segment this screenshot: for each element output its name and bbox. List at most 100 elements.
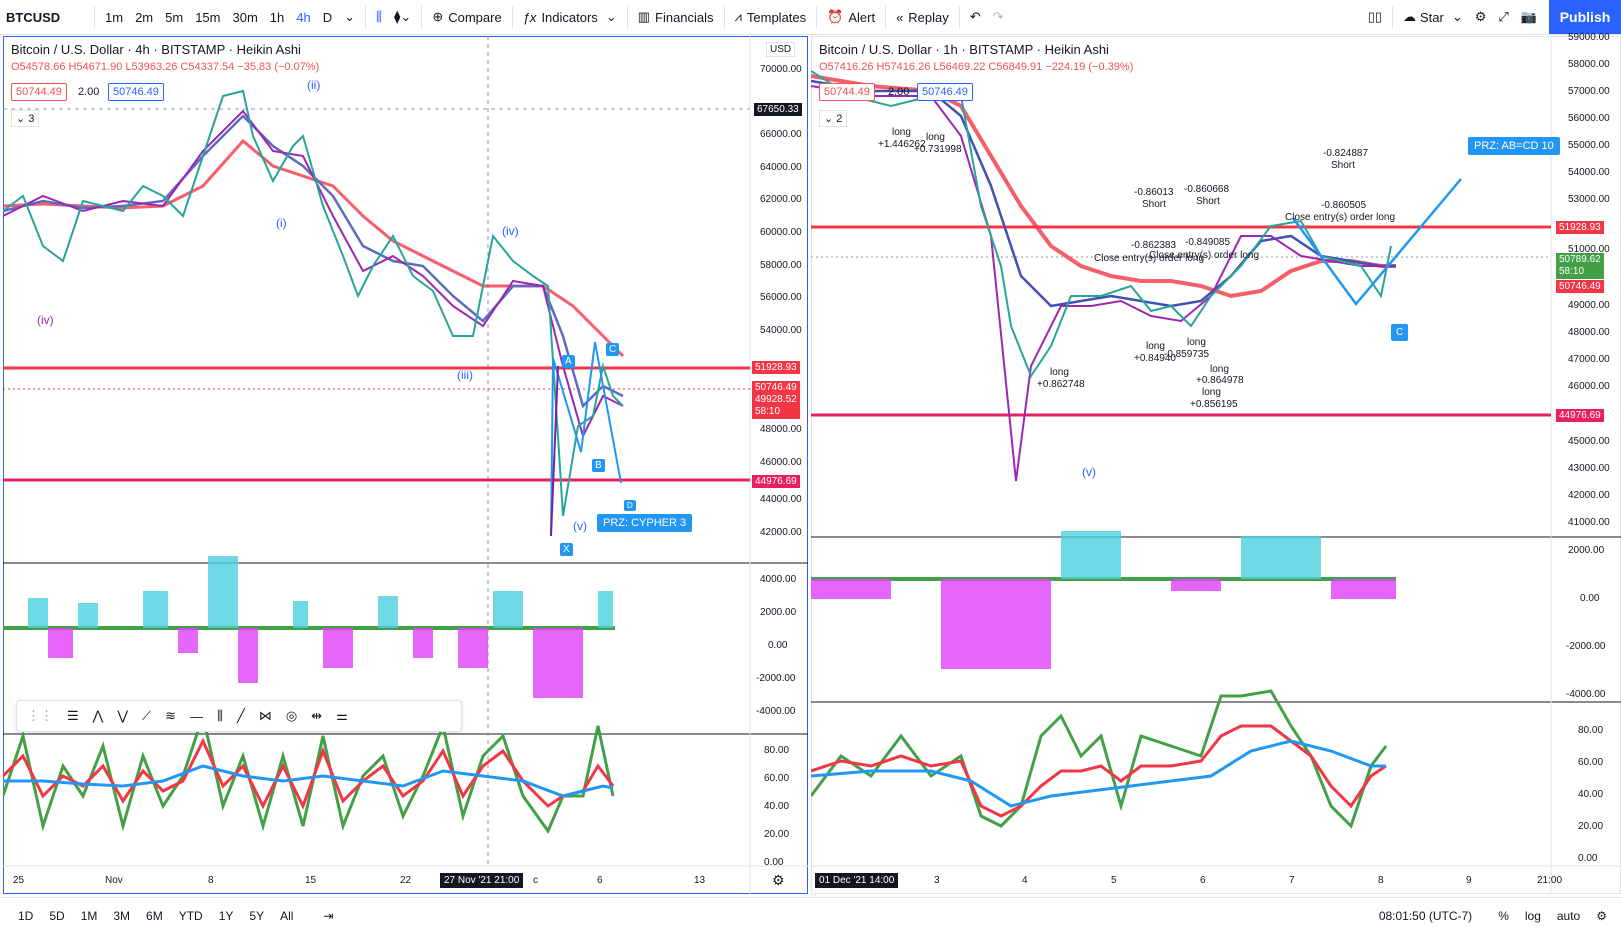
interval-5m[interactable]: 5m xyxy=(165,9,184,25)
gear-icon[interactable]: ⚙ xyxy=(772,872,785,888)
layout-icon[interactable]: ▯▯ xyxy=(1367,9,1382,24)
range-1d[interactable]: 1D xyxy=(18,908,34,923)
point-a-tag[interactable]: A xyxy=(562,355,575,368)
clock[interactable]: 08:01:50 (UTC-7) xyxy=(1378,908,1473,923)
range-1m[interactable]: 1M xyxy=(80,908,98,923)
annotation: +1.446262 xyxy=(878,139,926,150)
wave-pattern-icon[interactable]: ⋁ xyxy=(117,708,128,723)
path-icon[interactable]: ⟋ xyxy=(142,708,152,723)
fullscreen-icon[interactable]: ⤢ xyxy=(1498,9,1509,24)
price-label: 64000.00 xyxy=(760,162,802,173)
camera-icon[interactable]: 📷 xyxy=(1520,9,1537,24)
time-label: 13 xyxy=(694,875,706,886)
ray-icon[interactable]: — xyxy=(190,708,204,724)
ranges-icon[interactable]: ⇹ xyxy=(311,708,323,723)
price-label: 59000.00 xyxy=(1568,32,1610,43)
range-5d[interactable]: 5D xyxy=(49,908,65,923)
left-chart-pane[interactable] xyxy=(3,36,808,894)
log-toggle[interactable]: log xyxy=(1524,908,1541,923)
abcd-pattern[interactable] xyxy=(1291,178,1462,307)
undo-icon[interactable]: ↶ xyxy=(969,9,981,24)
interval-15m[interactable]: 15m xyxy=(195,9,221,25)
trend-line-icon[interactable]: ╱ xyxy=(237,708,245,723)
alert-button[interactable]: ⏰ Alert xyxy=(821,0,881,34)
layout-name-button[interactable]: ☁ Star ⌄ xyxy=(1397,0,1469,34)
wave-label: (v) xyxy=(1082,465,1096,479)
auto-toggle[interactable]: auto xyxy=(1556,908,1581,923)
bar-chart-icon[interactable]: ⫼ xyxy=(376,9,382,24)
left-bid-box[interactable]: 50744.49 xyxy=(11,83,67,101)
abc-pattern-icon[interactable]: ⋀ xyxy=(92,708,104,723)
left-chart-title[interactable]: Bitcoin / U.S. Dollar · 4h · BITSTAMP · … xyxy=(11,42,301,57)
price-path xyxy=(811,70,1392,379)
alert-label: Alert xyxy=(848,9,876,25)
annotation: -0.862383 xyxy=(1131,240,1177,251)
right-chart-title[interactable]: Bitcoin / U.S. Dollar · 1h · BITSTAMP · … xyxy=(819,42,1109,57)
interval-4h[interactable]: 4h xyxy=(296,9,311,25)
range-all[interactable]: All xyxy=(280,908,294,923)
indicators-button[interactable]: ƒx Indicators ⌄ xyxy=(517,0,623,34)
currency-label[interactable]: USD xyxy=(766,42,796,57)
left-chart-svg[interactable] xyxy=(3,36,808,894)
range-3m[interactable]: 3M xyxy=(113,908,131,923)
point-d-tag[interactable]: D xyxy=(624,500,636,511)
interval-d[interactable]: D xyxy=(322,9,333,25)
financials-button[interactable]: ▥ Financials xyxy=(632,0,720,34)
point-x-tag[interactable]: X xyxy=(560,543,573,556)
drag-handle-icon[interactable]: ⋮⋮ xyxy=(27,708,53,723)
left-ask-box[interactable]: 50746.49 xyxy=(108,83,164,101)
range-5y[interactable]: 5Y xyxy=(249,908,265,923)
interval-1h[interactable]: 1h xyxy=(269,9,285,25)
point-c-tag[interactable]: C xyxy=(606,343,620,356)
wave-line[interactable] xyxy=(550,365,559,537)
support-price-tag: 44976.69 xyxy=(1556,409,1604,422)
compare-label: Compare xyxy=(448,9,502,25)
wave-label: (iii) xyxy=(457,368,473,382)
point-c-tag[interactable]: C xyxy=(1391,324,1409,341)
gear-icon[interactable]: ⚙ xyxy=(1474,9,1487,24)
harmonic-pattern[interactable] xyxy=(550,341,622,537)
goto-date-icon[interactable]: ⇥ xyxy=(323,908,334,923)
settings-icon[interactable]: ⚙ xyxy=(1596,908,1607,923)
right-bid-box[interactable]: 50744.49 xyxy=(819,83,875,101)
prev-price: 49928.52 xyxy=(755,394,797,405)
price-label: 48000.00 xyxy=(760,424,802,435)
point-b-tag[interactable]: B xyxy=(592,459,605,472)
redo-icon[interactable]: ↷ xyxy=(992,9,1004,24)
interval-30m[interactable]: 30m xyxy=(232,9,258,25)
time-label: 15 xyxy=(305,875,317,886)
range-ytd[interactable]: YTD xyxy=(178,908,203,923)
time-label: 9 xyxy=(1466,875,1472,886)
range-1y[interactable]: 1Y xyxy=(218,908,234,923)
publish-button[interactable]: Publish xyxy=(1549,0,1621,34)
pattern-tag[interactable]: PRZ: AB=CD 10 xyxy=(1468,137,1560,155)
templates-label: Templates xyxy=(746,9,807,25)
price-label: 41000.00 xyxy=(1568,517,1610,528)
divider xyxy=(1392,6,1393,28)
pattern-tag[interactable]: PRZ: CYPHER 3 xyxy=(597,514,693,532)
chevron-down-icon[interactable]: ⌄ xyxy=(344,9,356,24)
right-ask-box[interactable]: 50746.49 xyxy=(917,83,973,101)
interval-2m[interactable]: 2m xyxy=(135,9,154,25)
symbol-search[interactable]: BTCUSD xyxy=(6,9,61,25)
compare-button[interactable]: ⊕ Compare xyxy=(426,0,507,34)
bars-pattern-icon[interactable]: ⫼ xyxy=(217,708,223,723)
interval-1m[interactable]: 1m xyxy=(105,9,124,25)
settings-list-icon[interactable]: ⚌ xyxy=(336,708,348,723)
divider xyxy=(511,6,513,28)
right-indicator-toggle[interactable]: ⌄ 2 xyxy=(819,110,848,127)
horizontal-lines-icon[interactable]: ☰ xyxy=(67,708,79,723)
fib-icon[interactable]: ≋ xyxy=(165,708,177,723)
range-6m[interactable]: 6M xyxy=(146,908,163,923)
right-chart-svg[interactable] xyxy=(811,36,1621,894)
osc-label: 2000.00 xyxy=(760,607,797,618)
annotation: long xyxy=(1202,387,1221,398)
replay-button[interactable]: «Replay xyxy=(890,0,955,34)
last-price-tag: 50789.62 58:10 xyxy=(1556,253,1604,279)
templates-button[interactable]: ⩘ Templates xyxy=(729,0,813,34)
left-indicator-toggle[interactable]: ⌄ 3 xyxy=(11,110,40,127)
candles-icon[interactable]: ⧫⌄ xyxy=(394,9,412,24)
spiral-icon[interactable]: ◎ xyxy=(285,708,298,723)
xabcd-icon[interactable]: ⋈ xyxy=(258,708,272,723)
percent-toggle[interactable]: % xyxy=(1498,908,1509,923)
